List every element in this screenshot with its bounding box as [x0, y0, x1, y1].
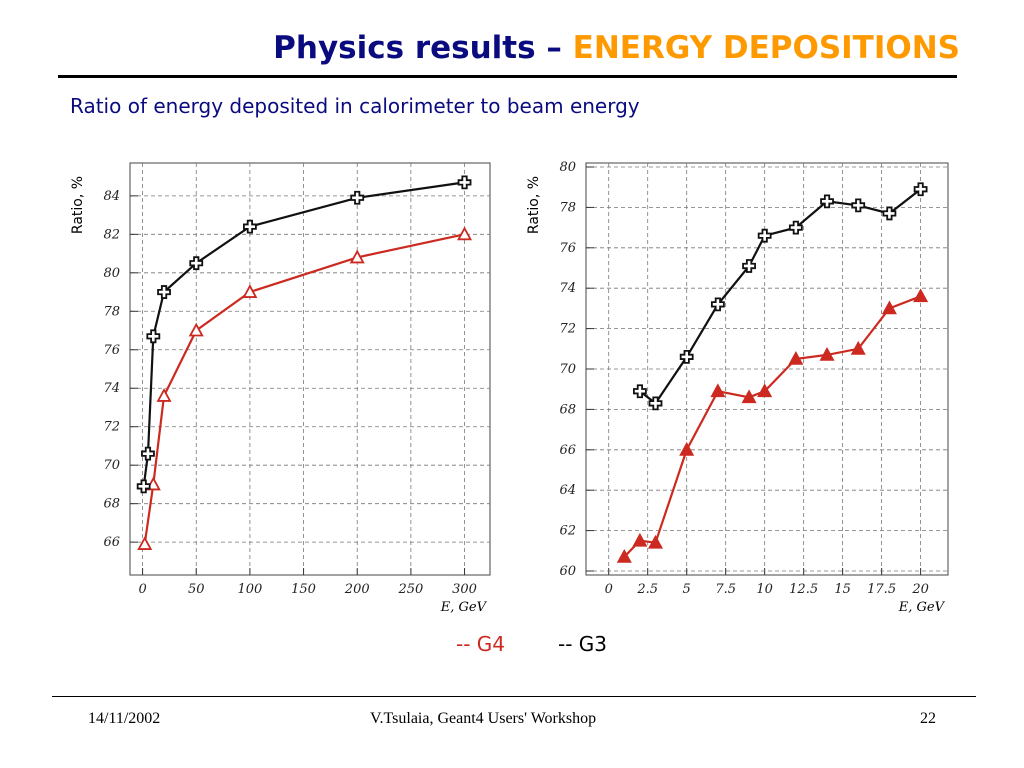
point-g4	[913, 288, 929, 303]
point-g3	[679, 349, 694, 364]
point-g4	[242, 284, 258, 298]
point-g3	[788, 220, 803, 235]
x-axis-label: E, GeV	[440, 600, 488, 615]
x-tick-label: 10	[756, 582, 773, 597]
point-g3	[457, 175, 472, 190]
x-axis-label: E, GeV	[898, 600, 946, 615]
x-tick-label: 300	[452, 582, 477, 597]
slide-subtitle: Ratio of energy deposited in calorimeter…	[70, 94, 640, 118]
legend-g3-label: -- G3	[558, 632, 608, 656]
x-tick-label: 150	[291, 582, 316, 597]
y-tick-label: 72	[559, 322, 576, 337]
point-g4	[850, 340, 866, 355]
x-tick-label: 12.5	[789, 582, 818, 597]
series-line-g3	[142, 181, 465, 487]
y-tick-label: 68	[103, 497, 120, 512]
x-tick-label: 20	[911, 582, 929, 597]
y-tick-label: 80	[103, 266, 120, 281]
title-divider	[58, 75, 957, 78]
footer-event: V.Tsulaia, Geant4 Users' Workshop	[370, 710, 597, 727]
point-g3	[243, 219, 257, 234]
point-g4	[647, 534, 664, 549]
slide-title: Physics results – ENERGY DEPOSITIONS	[0, 30, 960, 66]
point-g3	[141, 446, 155, 461]
y-tick-label: 62	[559, 524, 576, 539]
point-g3	[710, 297, 725, 312]
x-tick-label: 0	[605, 582, 613, 597]
y-tick-label: 70	[559, 362, 576, 377]
y-axis-label: Ratio, %	[70, 176, 86, 234]
x-tick-label: 200	[344, 582, 370, 597]
point-g3	[633, 384, 647, 399]
point-g3	[913, 182, 928, 197]
y-tick-label: 78	[559, 200, 576, 215]
point-g3	[742, 259, 756, 273]
x-tick-label: 250	[397, 582, 423, 597]
point-g4	[757, 383, 773, 398]
point-g4	[819, 346, 835, 361]
legend-g4-label: -- G4	[456, 632, 506, 656]
point-g3	[146, 329, 161, 344]
point-g4	[741, 389, 757, 404]
y-tick-label: 78	[103, 304, 120, 319]
point-g4	[632, 532, 648, 547]
title-accent: ENERGY DEPOSITIONS	[572, 30, 960, 66]
chart-low-energy: 0 2.5 5 7.5 10 12.5 15 17.5 20 60 62 64 66 68 70 72 74 76…	[526, 160, 949, 615]
point-g4	[349, 249, 365, 264]
y-tick-label: 72	[103, 420, 120, 435]
point-g3	[136, 479, 151, 494]
y-tick-label: 64	[559, 483, 576, 498]
y-tick-label: 80	[559, 160, 576, 175]
point-g3	[851, 198, 866, 213]
title-main: Physics results –	[273, 30, 573, 66]
y-tick-label: 68	[559, 402, 576, 417]
point-g4	[881, 300, 897, 315]
point-g3	[648, 396, 663, 411]
legend-g3: -- G3	[558, 632, 607, 656]
y-tick-label: 60	[559, 564, 576, 579]
x-tick-label: 5	[683, 582, 691, 597]
x-tick-label: 7.5	[715, 582, 736, 597]
point-g4	[679, 441, 695, 456]
legend-g4: -- G4	[456, 632, 505, 656]
y-tick-label: 76	[559, 241, 576, 256]
y-tick-label: 66	[559, 443, 576, 458]
point-g3	[820, 194, 834, 209]
x-tick-label: 100	[237, 582, 262, 597]
y-tick-label: 76	[103, 343, 120, 358]
x-tick-label: 15	[834, 582, 851, 597]
y-axis-label: Ratio, %	[526, 176, 542, 234]
plot-frame	[585, 162, 949, 576]
y-tick-label: 74	[103, 381, 120, 396]
x-tick-label: 17.5	[867, 582, 896, 597]
x-tick-label: 50	[188, 582, 205, 597]
point-g4	[616, 548, 632, 563]
point-g3	[882, 206, 897, 221]
y-tick-label: 66	[103, 535, 120, 550]
plot-frame	[129, 162, 491, 576]
y-tick-label: 70	[103, 458, 120, 473]
point-g4	[788, 351, 804, 365]
x-tick-label: 2.5	[636, 582, 658, 597]
chart-high-energy: 0 50 100 150 200 250 300 66 68 70 72 74 76 78 80 82 84 Ra…	[70, 162, 491, 615]
point-g3	[757, 228, 772, 243]
point-g4	[137, 536, 153, 550]
x-tick-label: 0	[138, 582, 146, 597]
y-tick-label: 84	[103, 189, 120, 204]
footer-page-number: 22	[920, 710, 936, 727]
y-tick-label: 74	[559, 281, 576, 296]
footer-date: 14/11/2002	[88, 710, 161, 727]
footer-divider	[52, 696, 976, 697]
y-tick-label: 82	[103, 227, 120, 242]
point-g4	[156, 388, 172, 402]
point-g3	[189, 256, 204, 271]
point-g3	[350, 190, 365, 205]
point-g4	[457, 226, 473, 241]
point-g4	[710, 383, 726, 398]
point-g3	[157, 285, 171, 299]
point-g4	[188, 322, 204, 337]
